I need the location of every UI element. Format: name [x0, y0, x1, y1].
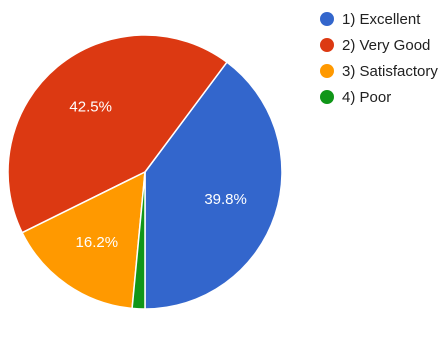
legend-swatch-3	[320, 64, 334, 78]
pie-slice-1	[144, 61, 283, 310]
pie-slice-2	[7, 34, 228, 234]
legend-label-2: 2) Very Good	[342, 37, 430, 54]
legend-label-3: 3) Satisfactory	[342, 63, 438, 80]
legend-swatch-2	[320, 38, 334, 52]
slice-label-1: 39.8%	[204, 191, 247, 208]
pie-slices	[7, 34, 283, 310]
pie-slice-4	[131, 171, 146, 310]
legend-swatch-1	[320, 12, 334, 26]
legend: 1) Excellent 2) Very Good 3) Satisfactory 4…	[320, 11, 438, 106]
slice-label-3: 16.2%	[76, 234, 119, 251]
legend-label-4: 4) Poor	[342, 89, 391, 106]
pie-slice-3	[21, 170, 146, 310]
pie-slice-labels: 39.8% 42.5% 16.2%	[69, 99, 246, 251]
legend-label-1: 1) Excellent	[342, 11, 421, 28]
slice-label-2: 42.5%	[69, 99, 112, 116]
legend-swatch-4	[320, 90, 334, 104]
